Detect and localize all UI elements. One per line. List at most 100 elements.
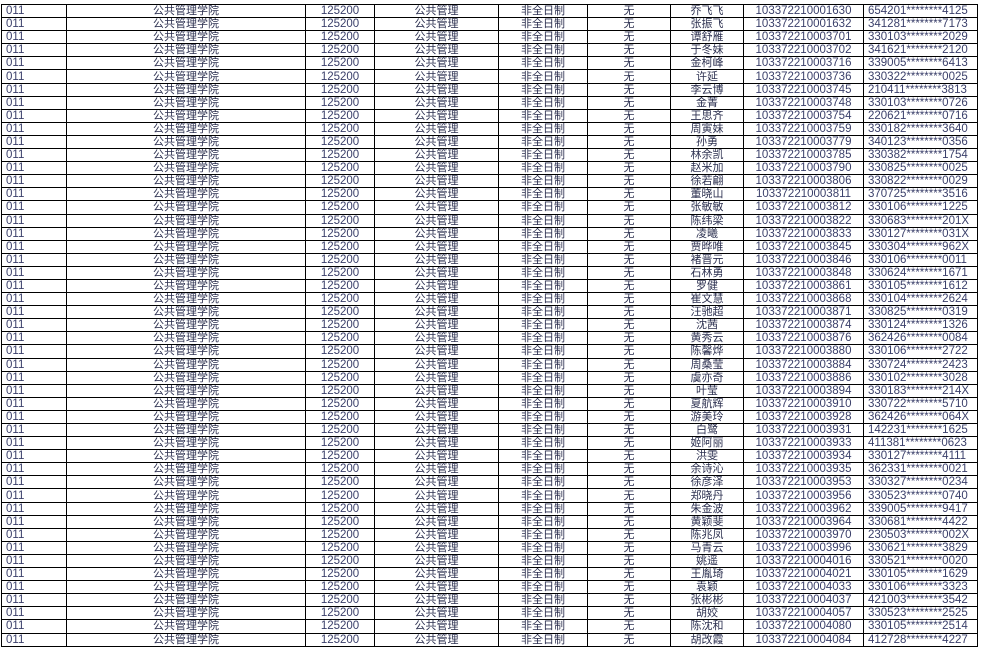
major-code-cell: 125200 xyxy=(305,553,375,569)
name-cell: 褚晋元 xyxy=(670,252,744,267)
name-cell: 夏航辉 xyxy=(670,396,744,411)
college-cell: 公共管理学院 xyxy=(66,318,306,333)
name-cell: 周寅妹 xyxy=(670,121,744,136)
code-cell: 011 xyxy=(1,265,67,280)
table-row: 011 公共管理学院 125200 公共管理 非全日制无余诗沁 1033722100039… xyxy=(1,462,978,477)
exam-no-cell: 103372210004033 xyxy=(743,580,864,595)
table-row: 011 公共管理学院 125200 公共管理 非全日制无金菁 10337221000374… xyxy=(1,95,978,110)
direction-cell: 无 xyxy=(587,69,671,84)
id-number-cell: 142231********1625 xyxy=(863,422,978,438)
study-mode-cell: 非全日制 xyxy=(498,17,588,32)
id-number-cell: 330124********1326 xyxy=(863,318,978,333)
college-cell: 公共管理学院 xyxy=(66,580,306,595)
exam-no-cell: 103372210003933 xyxy=(743,436,864,451)
table-row: 011 公共管理学院 125200 公共管理 非全日制无马青云 1033722100039… xyxy=(1,540,978,555)
study-mode-cell: 非全日制 xyxy=(498,213,588,228)
code-cell: 011 xyxy=(1,30,67,45)
id-number-cell: 330103********0726 xyxy=(863,95,978,110)
major-cell: 公共管理 xyxy=(374,580,499,595)
direction-cell: 无 xyxy=(587,95,671,110)
table-row: 011 公共管理学院 125200 公共管理 非全日制无张振飞 1033722100016… xyxy=(1,17,978,32)
study-mode-cell: 非全日制 xyxy=(498,108,588,123)
table-row: 011 公共管理学院 125200 公共管理 非全日制无郑晓丹 1033722100039… xyxy=(1,488,978,503)
study-mode-cell: 非全日制 xyxy=(498,527,588,542)
code-cell: 011 xyxy=(1,108,67,123)
college-cell: 公共管理学院 xyxy=(66,3,306,19)
major-cell: 公共管理 xyxy=(374,30,499,45)
direction-cell: 无 xyxy=(587,148,671,163)
study-mode-cell: 非全日制 xyxy=(498,292,588,307)
exam-no-cell: 103372210004021 xyxy=(743,567,864,582)
exam-no-cell: 103372210003861 xyxy=(743,278,864,294)
id-number-cell: 330105********2514 xyxy=(863,619,978,634)
study-mode-cell: 非全日制 xyxy=(498,3,588,19)
id-number-cell: 362331********0021 xyxy=(863,462,978,477)
college-cell: 公共管理学院 xyxy=(66,409,306,425)
direction-cell: 无 xyxy=(587,580,671,595)
code-cell: 011 xyxy=(1,357,67,372)
college-cell: 公共管理学院 xyxy=(66,396,306,411)
study-mode-cell: 非全日制 xyxy=(498,540,588,555)
exam-no-cell: 103372210003748 xyxy=(743,95,864,110)
college-cell: 公共管理学院 xyxy=(66,436,306,451)
major-cell: 公共管理 xyxy=(374,56,499,71)
study-mode-cell: 非全日制 xyxy=(498,69,588,84)
major-cell: 公共管理 xyxy=(374,318,499,333)
direction-cell: 无 xyxy=(587,344,671,359)
study-mode-cell: 非全日制 xyxy=(498,501,588,516)
name-cell: 董晓山 xyxy=(670,187,744,202)
direction-cell: 无 xyxy=(587,475,671,490)
major-cell: 公共管理 xyxy=(374,17,499,32)
study-mode-cell: 非全日制 xyxy=(498,148,588,163)
major-cell: 公共管理 xyxy=(374,252,499,267)
study-mode-cell: 非全日制 xyxy=(498,344,588,359)
code-cell: 011 xyxy=(1,292,67,307)
major-cell: 公共管理 xyxy=(374,187,499,202)
code-cell: 011 xyxy=(1,252,67,267)
college-cell: 公共管理学院 xyxy=(66,619,306,634)
name-cell: 陈沈和 xyxy=(670,619,744,634)
table-row: 011 公共管理学院 125200 公共管理 非全日制无孙勇 10337221000377… xyxy=(1,134,978,150)
major-cell: 公共管理 xyxy=(374,488,499,503)
study-mode-cell: 非全日制 xyxy=(498,422,588,438)
study-mode-cell: 非全日制 xyxy=(498,82,588,97)
id-number-cell: 330327********0234 xyxy=(863,475,978,490)
major-code-cell: 125200 xyxy=(305,43,375,58)
college-cell: 公共管理学院 xyxy=(66,540,306,555)
study-mode-cell: 非全日制 xyxy=(498,200,588,215)
major-cell: 公共管理 xyxy=(374,95,499,110)
table-row: 011 公共管理学院 125200 公共管理 非全日制无贾晔唯 1033722100038… xyxy=(1,239,978,254)
college-cell: 公共管理学院 xyxy=(66,82,306,97)
exam-no-cell: 103372210003848 xyxy=(743,265,864,280)
code-cell: 011 xyxy=(1,82,67,97)
college-cell: 公共管理学院 xyxy=(66,567,306,582)
study-mode-cell: 非全日制 xyxy=(498,43,588,58)
id-number-cell: 330683********201X xyxy=(863,213,978,228)
direction-cell: 无 xyxy=(587,226,671,241)
name-cell: 金菁 xyxy=(670,95,744,110)
code-cell: 011 xyxy=(1,632,67,647)
college-cell: 公共管理学院 xyxy=(66,187,306,202)
exam-no-cell: 103372210003785 xyxy=(743,148,864,163)
exam-no-cell: 103372210003894 xyxy=(743,383,864,398)
code-cell: 011 xyxy=(1,396,67,411)
name-cell: 林余凯 xyxy=(670,148,744,163)
study-mode-cell: 非全日制 xyxy=(498,580,588,595)
code-cell: 011 xyxy=(1,278,67,294)
exam-no-cell: 103372210003736 xyxy=(743,69,864,84)
id-number-cell: 330681********4422 xyxy=(863,514,978,529)
exam-no-cell: 103372210003846 xyxy=(743,252,864,267)
direction-cell: 无 xyxy=(587,632,671,647)
study-mode-cell: 非全日制 xyxy=(498,409,588,425)
college-cell: 公共管理学院 xyxy=(66,278,306,294)
id-number-cell: 330382********1754 xyxy=(863,148,978,163)
major-cell: 公共管理 xyxy=(374,632,499,647)
study-mode-cell: 非全日制 xyxy=(498,252,588,267)
study-mode-cell: 非全日制 xyxy=(498,56,588,71)
name-cell: 谭舒雁 xyxy=(670,30,744,45)
id-number-cell: 220621********0716 xyxy=(863,108,978,123)
name-cell: 王胤琦 xyxy=(670,567,744,582)
id-number-cell: 330825********0025 xyxy=(863,161,978,176)
major-code-cell: 125200 xyxy=(305,161,375,176)
major-cell: 公共管理 xyxy=(374,409,499,425)
